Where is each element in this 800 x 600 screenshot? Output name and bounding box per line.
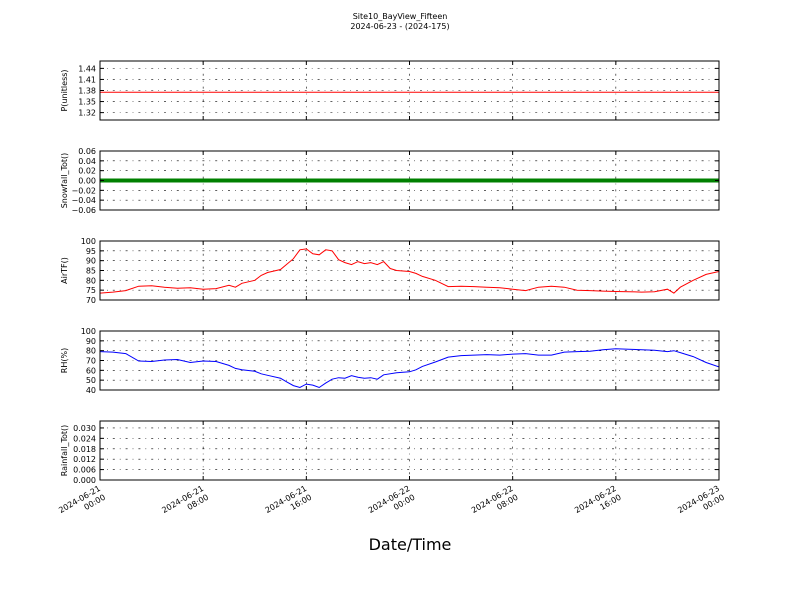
y-tick-label: 0.02 <box>78 167 96 176</box>
series-line <box>100 348 719 389</box>
x-axis-label: Date/Time <box>369 535 452 554</box>
x-tick-label: 2024-06-2100:00 <box>57 484 107 524</box>
y-tick-label: 1.38 <box>78 87 96 96</box>
y-axis-label: P(unitless) <box>60 69 69 111</box>
y-tick-label: 0.06 <box>78 147 96 156</box>
y-tick-label: 40 <box>86 386 96 395</box>
x-tick-label: 2024-06-2108:00 <box>160 484 210 524</box>
y-tick-label: −0.04 <box>71 196 96 205</box>
y-tick-label: 70 <box>86 357 96 366</box>
y-tick-label: 0.006 <box>73 466 96 475</box>
y-tick-label: 0.030 <box>73 424 96 433</box>
x-tick-label: 2024-06-2208:00 <box>470 484 520 524</box>
subplot-stack: 1.321.351.381.411.44P(unitless)−0.06−0.0… <box>60 60 720 485</box>
y-tick-label: 100 <box>81 237 96 246</box>
y-tick-label: 80 <box>86 347 96 356</box>
y-tick-label: 80 <box>86 276 96 285</box>
y-axis-label: Snowfall_Tot() <box>60 153 69 209</box>
y-tick-label: 60 <box>86 366 96 375</box>
y-tick-label: 1.35 <box>78 98 96 107</box>
y-tick-label: −0.02 <box>71 186 96 195</box>
y-axis-label: AirTF() <box>60 257 69 284</box>
y-tick-label: 100 <box>81 327 96 336</box>
y-tick-label: 75 <box>86 286 96 295</box>
y-tick-label: 95 <box>86 247 96 256</box>
y-tick-label: 0.018 <box>73 445 96 454</box>
subplot-1: 1.32 1.35 1.38 1.41 1.44 P(unitless) <box>60 60 720 121</box>
y-axis-label: Rainfall_Tot() <box>60 425 69 477</box>
y-tick-label: 90 <box>86 337 96 346</box>
y-tick-label: 0.000 <box>73 476 96 485</box>
y-axis-label: RH(%) <box>60 348 69 373</box>
y-tick-label: 0.012 <box>73 455 96 464</box>
y-tick-label: 1.32 <box>78 109 96 118</box>
chart-subtitle: 2024-06-23 - (2024-175) <box>350 22 449 31</box>
x-tick-label: 2024-06-2116:00 <box>264 484 314 524</box>
y-tick-label: −0.06 <box>71 206 96 215</box>
y-tick-label: 70 <box>86 296 96 305</box>
y-tick-label: 0.00 <box>78 177 96 186</box>
y-tick-label: 1.41 <box>78 75 96 84</box>
x-tick-labels: 2024-06-2100:00 2024-06-2108:00 2024-06-21… <box>57 484 726 524</box>
y-tick-label: 0.04 <box>78 157 96 166</box>
x-tick-label: 2024-06-2300:00 <box>676 484 726 524</box>
subplot-2: −0.06−0.04−0.020.000.020.040.06 Snowfall_… <box>60 147 720 215</box>
x-tick-label: 2024-06-2216:00 <box>573 484 623 524</box>
series-line <box>100 248 719 294</box>
plot-frame <box>99 420 720 481</box>
y-tick-label: 0.024 <box>73 434 96 443</box>
y-tick-label: 85 <box>86 267 96 276</box>
chart-title: Site10_BayView_Fifteen <box>353 12 448 21</box>
y-tick-label: 90 <box>86 257 96 266</box>
y-tick-label: 1.44 <box>78 64 96 73</box>
y-tick-label: 50 <box>86 376 96 385</box>
series-line <box>100 479 719 480</box>
x-tick-label: 2024-06-2200:00 <box>367 484 417 524</box>
